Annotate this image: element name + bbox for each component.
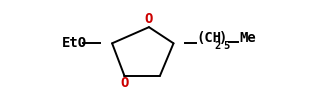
- Text: 5: 5: [223, 41, 230, 51]
- Text: O: O: [120, 76, 129, 91]
- Text: EtO: EtO: [62, 36, 87, 50]
- Text: 2: 2: [214, 41, 220, 51]
- Text: (CH: (CH: [197, 32, 222, 45]
- Text: ): ): [218, 32, 227, 45]
- Text: O: O: [145, 12, 153, 26]
- Text: Me: Me: [240, 32, 256, 45]
